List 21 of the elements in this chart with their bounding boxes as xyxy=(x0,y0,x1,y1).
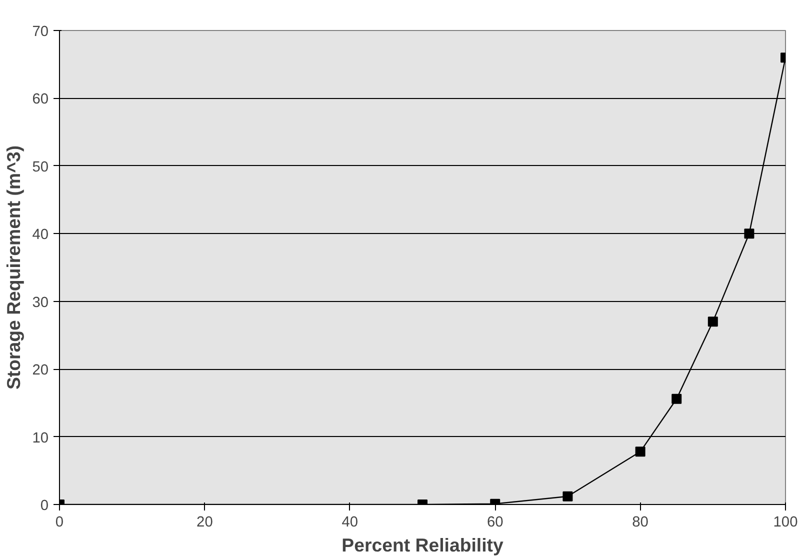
x-axis-title: Percent Reliability xyxy=(342,534,504,556)
point xyxy=(744,228,754,239)
point xyxy=(708,316,718,327)
x-tick-label: 40 xyxy=(342,514,358,530)
x-tick-label: 20 xyxy=(196,514,213,530)
y-axis-title: Storage Requirement (m^3) xyxy=(3,145,24,390)
y-tick-label: 40 xyxy=(32,227,49,244)
y-tick-label: 60 xyxy=(32,92,49,108)
y-tick-label: 50 xyxy=(32,159,49,176)
y-tick-label: 70 xyxy=(32,24,49,40)
point xyxy=(672,394,682,404)
x-tick-label: 60 xyxy=(486,514,504,530)
point xyxy=(562,491,573,502)
x-tick-label: 80 xyxy=(632,514,648,530)
y-tick-label: 10 xyxy=(32,430,49,446)
y-tick-label: 30 xyxy=(32,294,49,311)
point xyxy=(635,446,646,457)
x-tick-label: 0 xyxy=(55,514,64,530)
y-tick-label: 0 xyxy=(40,498,49,514)
y-tick-label: 20 xyxy=(32,362,49,379)
x-tick-label: 100 xyxy=(773,514,798,530)
